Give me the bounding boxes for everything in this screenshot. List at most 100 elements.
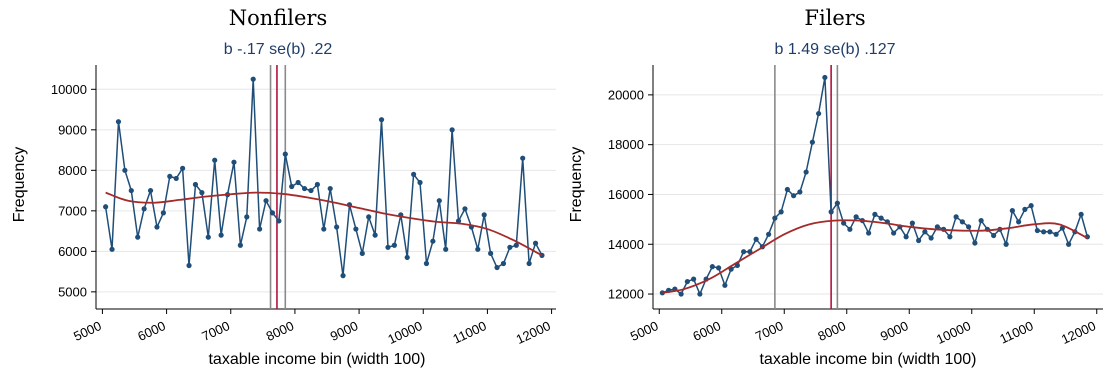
x-tick-label: 9000 [328, 318, 361, 344]
data-point [1016, 219, 1022, 225]
data-point [449, 127, 455, 133]
data-point [520, 155, 526, 161]
data-point [1003, 241, 1009, 247]
data-point [378, 117, 385, 123]
chart-plot-filers: 12000 14000 16000 18000 20000 5000 6000 7000 800… [568, 65, 1103, 368]
data-point [385, 244, 391, 250]
data-point [231, 159, 237, 165]
data-point [128, 187, 134, 194]
data-point [716, 265, 722, 271]
x-tick-label: 8000 [815, 318, 848, 344]
data-point [1041, 229, 1047, 235]
data-point [691, 276, 697, 282]
data-point [947, 234, 953, 240]
chart-subtitle: b 1.49 se(b) .127 [774, 41, 896, 58]
data-point [314, 181, 320, 188]
x-tick-label: 11000 [997, 318, 1035, 346]
data-point [909, 220, 915, 226]
data-point [147, 187, 154, 194]
x-tick-label: 10000 [385, 318, 424, 347]
x-tick-label: 11000 [450, 318, 488, 346]
data-point [991, 232, 997, 239]
data-point [928, 235, 934, 241]
data-point [250, 76, 256, 82]
x-tick-label: 5000 [628, 318, 661, 344]
data-point [353, 226, 359, 232]
data-point [916, 237, 922, 244]
data-point [276, 218, 282, 224]
data-point [494, 264, 500, 271]
data-point [321, 226, 327, 232]
fit-curve [105, 191, 543, 257]
data-point [809, 139, 815, 145]
y-tick-label: 9000 [58, 122, 87, 137]
data-point [257, 226, 263, 232]
data-point [443, 246, 449, 252]
x-tick-label: 12000 [514, 318, 553, 347]
data-point [778, 209, 784, 215]
data-point [301, 185, 308, 192]
y-tick-label: 7000 [58, 203, 87, 218]
data-point [500, 260, 507, 267]
data-point [135, 234, 141, 240]
data-point [753, 236, 759, 242]
x-tick-label: 8000 [264, 318, 297, 344]
data-point [1028, 203, 1034, 209]
data-point [199, 190, 205, 196]
data-point [697, 291, 703, 297]
data-point [122, 167, 128, 173]
data-point [263, 198, 269, 204]
data-point [282, 151, 288, 157]
data-point [366, 214, 372, 220]
data-point [741, 249, 747, 255]
data-point [212, 157, 218, 163]
data-point [115, 119, 122, 125]
data-point [1078, 211, 1084, 217]
x-tick-label: 7000 [199, 318, 232, 344]
fit-curve [662, 219, 1088, 294]
data-point [481, 212, 487, 218]
x-tick-label: 6000 [690, 318, 723, 344]
data-point [340, 273, 346, 279]
chart-subtitle: b -.17 se(b) .22 [223, 41, 333, 58]
data-point [154, 224, 160, 230]
data-point [334, 224, 340, 230]
data-point [966, 224, 972, 230]
data-point [678, 291, 684, 297]
data-point [922, 229, 928, 235]
data-point [269, 210, 276, 216]
data-point [903, 234, 909, 240]
data-point [722, 282, 728, 288]
data-point [772, 215, 778, 221]
data-point [684, 278, 690, 285]
data-point [359, 250, 365, 256]
data-point [766, 231, 772, 237]
data-point [160, 210, 166, 216]
data-point [109, 246, 115, 252]
y-tick-label: 8000 [58, 163, 87, 178]
data-point [167, 173, 173, 179]
data-point [308, 187, 314, 194]
x-tick-label: 9000 [878, 318, 911, 344]
y-tick-label: 16000 [608, 187, 644, 202]
data-point [526, 260, 532, 267]
data-point [173, 175, 179, 182]
data-point [430, 238, 436, 244]
data-point [532, 240, 539, 246]
data-point [141, 206, 147, 212]
x-tick-label: 5000 [71, 318, 104, 344]
data-point [411, 171, 417, 177]
data-point [972, 240, 978, 246]
data-point [822, 74, 828, 81]
data-point [205, 234, 211, 240]
y-axis-label: Frequency [568, 147, 585, 223]
data-point [1047, 229, 1053, 235]
data-point [507, 244, 513, 250]
data-point [244, 214, 250, 220]
data-point [1022, 206, 1028, 212]
data-point [791, 193, 797, 199]
data-point [959, 219, 965, 225]
data-point [834, 200, 840, 206]
y-tick-label: 12000 [608, 287, 644, 302]
data-point [797, 189, 803, 195]
